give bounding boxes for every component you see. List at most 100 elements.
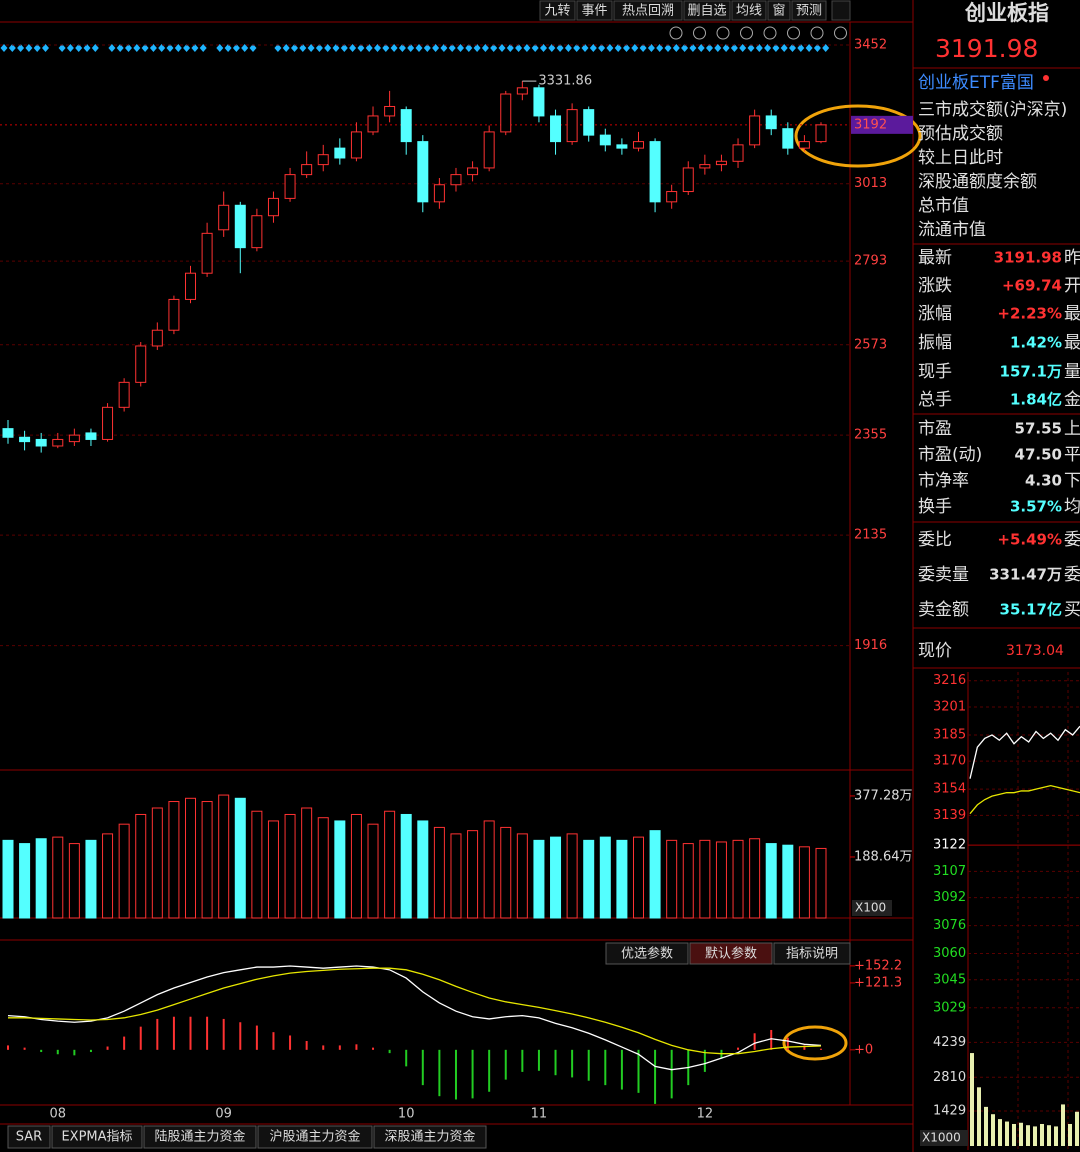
toolbar-button[interactable] (767, 0, 791, 21)
signal-diamond (631, 44, 639, 52)
toolbar-label[interactable]: 删自选 (687, 4, 726, 19)
info-line: 预估成交额 (918, 124, 1003, 144)
signal-diamond (274, 44, 282, 52)
toolbar-label[interactable]: 热点回溯 (622, 3, 674, 19)
tool-icon[interactable] (669, 26, 683, 40)
etf-link[interactable]: 创业板ETF富国 (918, 73, 1034, 93)
candle-body (168, 298, 180, 331)
info-line: 总市值 (918, 196, 969, 216)
candle-body (616, 144, 628, 149)
tab[interactable] (257, 1125, 373, 1149)
tab[interactable] (373, 1125, 487, 1149)
signal-diamond (42, 44, 49, 52)
tool-icon[interactable] (787, 26, 800, 40)
signal-diamond (581, 44, 589, 52)
unit-box (920, 1130, 968, 1146)
y-tick-label: 3452 (854, 37, 887, 52)
volume-bar (682, 843, 694, 919)
candle-body (118, 381, 130, 408)
volume-bar (632, 836, 644, 919)
toolbar-button[interactable] (831, 0, 851, 21)
signal-diamond (158, 44, 166, 52)
signal-diamond (722, 44, 730, 52)
toolbar-label[interactable]: 窗 (772, 3, 785, 19)
signal-diamond (174, 44, 182, 52)
y-tick-label: +121.3 (854, 975, 902, 990)
volume-bar (467, 830, 479, 919)
tab-label[interactable]: 沪股通主力资金 (269, 1129, 360, 1145)
quote-value: +69.74 (1002, 277, 1062, 295)
toolbar-button[interactable] (731, 0, 767, 21)
tab[interactable] (7, 1125, 51, 1149)
info-line: 三市成交额(沪深京) (918, 100, 1067, 120)
signal-diamond (772, 44, 780, 52)
volume-bar (19, 843, 31, 919)
toolbar-button[interactable] (791, 0, 827, 21)
signal-diamond (315, 44, 323, 52)
volume-bar (699, 839, 711, 919)
tab[interactable] (143, 1125, 257, 1149)
signal-diamond (714, 44, 722, 52)
signal-diamond (764, 44, 772, 52)
param-button[interactable] (689, 942, 773, 965)
y-tick-label: 3029 (933, 1000, 966, 1015)
signal-diamond (299, 44, 307, 52)
signal-diamond (390, 44, 398, 52)
volume-bar (1033, 1126, 1037, 1146)
y-tick-label: 3060 (933, 946, 966, 961)
toolbar-label[interactable]: 预测 (796, 4, 822, 19)
candle-body (467, 167, 479, 176)
tool-icon[interactable] (834, 26, 847, 40)
candle-body (267, 197, 279, 217)
tool-icon[interactable] (740, 26, 753, 40)
x-tick-label: 12 (697, 1107, 714, 1122)
candle-body (632, 141, 644, 149)
tab-label[interactable]: EXPMA指标 (61, 1130, 132, 1145)
signal-diamond (614, 44, 622, 52)
tab-label[interactable]: 陆股通主力资金 (154, 1129, 245, 1145)
volume-bar (450, 833, 462, 919)
y-tick-label: 3185 (933, 727, 966, 742)
signal-diamond (689, 44, 697, 52)
volume-bar (970, 1053, 974, 1146)
volume-bar (151, 807, 163, 919)
quote-label: 最新 (918, 248, 952, 268)
volume-bar (135, 813, 147, 919)
toolbar-button[interactable] (539, 0, 576, 21)
tab-label[interactable]: SAR (16, 1130, 42, 1145)
param-button[interactable] (773, 942, 851, 965)
signal-diamond (531, 44, 539, 52)
toolbar-label[interactable]: 九转 (544, 4, 570, 19)
candle-body (500, 93, 512, 133)
signal-diamond (8, 44, 16, 52)
quote-label: 市净率 (918, 471, 969, 491)
tool-icon[interactable] (810, 26, 824, 40)
param-button[interactable] (605, 942, 689, 965)
tool-icon[interactable] (763, 26, 777, 40)
param-label[interactable]: 默认参数 (705, 946, 757, 962)
toolbar-button[interactable] (576, 0, 613, 21)
signal-diamond (125, 44, 132, 52)
volume-bar (533, 839, 545, 919)
quote-value: 1.42% (1010, 334, 1062, 352)
tab-label[interactable]: 深股通主力资金 (384, 1129, 475, 1145)
candle-body (798, 141, 810, 149)
toolbar-label[interactable]: 事件 (581, 4, 607, 19)
candle-body (85, 432, 97, 440)
quote-label: 卖金额 (918, 600, 969, 620)
tool-icon[interactable] (693, 26, 706, 40)
toolbar-button[interactable] (613, 0, 683, 21)
tab[interactable] (51, 1125, 143, 1149)
signal-diamond (448, 44, 456, 52)
toolbar-button[interactable] (683, 0, 731, 21)
tool-icon[interactable] (716, 26, 730, 40)
y-tick-label: 3107 (933, 864, 966, 879)
current-label: 现价 (918, 641, 952, 661)
volume-bar (168, 801, 180, 919)
param-label[interactable]: 指标说明 (786, 947, 838, 962)
signal-diamond (822, 44, 830, 52)
signal-diamond (739, 44, 747, 52)
param-label[interactable]: 优选参数 (621, 946, 673, 962)
candle-body (699, 164, 711, 169)
toolbar-label[interactable]: 均线 (736, 4, 762, 19)
